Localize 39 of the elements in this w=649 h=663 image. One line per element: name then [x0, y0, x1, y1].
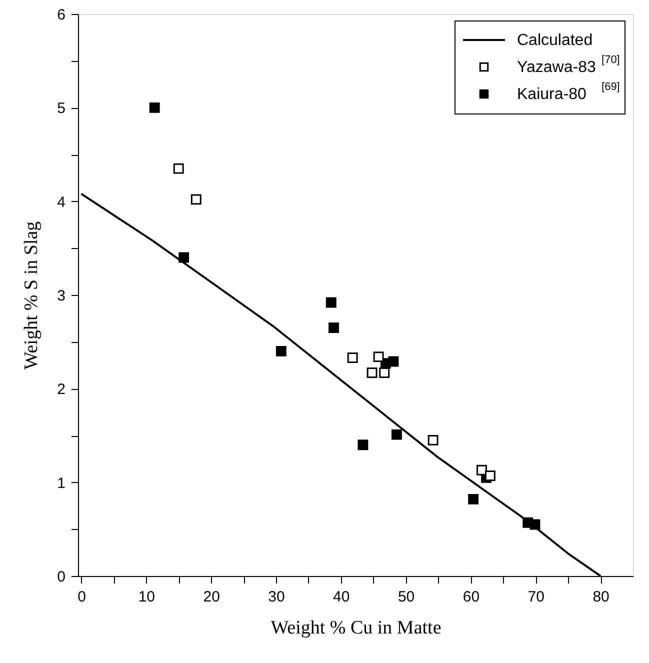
point [276, 346, 286, 356]
point [484, 470, 496, 481]
y-tick-label: 5 [57, 100, 66, 118]
x-tick-label: 30 [268, 588, 285, 606]
y-tick-label: 4 [57, 194, 66, 211]
y-tick-label: 1 [57, 474, 66, 492]
point [468, 494, 479, 504]
y-tick-label: 3 [57, 288, 66, 304]
point [379, 368, 390, 378]
x-tick-label: 0 [78, 588, 86, 606]
x-tick-label: 10 [138, 588, 155, 606]
point [149, 102, 160, 113]
point [373, 352, 384, 362]
y-tick-label: 2 [57, 381, 66, 398]
legend-label: Kaiura-80[69] [517, 81, 620, 103]
point [190, 194, 202, 205]
y-tick-label: 6 [57, 6, 66, 24]
x-tick-label: 70 [528, 588, 544, 606]
x-tick-label: 50 [398, 588, 415, 606]
point [326, 297, 336, 308]
point [347, 352, 358, 363]
point [358, 440, 368, 450]
legend-label: Yazawa-83[70] [517, 54, 620, 76]
y-tick-label: 0 [57, 568, 66, 586]
x-axis-title: Weight % Cu in Matte [270, 618, 442, 638]
point [173, 163, 184, 174]
point [428, 434, 438, 446]
x-tick-label: 20 [203, 588, 220, 606]
legend-label: Calculated [517, 32, 593, 49]
point [328, 322, 339, 334]
x-tick-label: 60 [462, 588, 480, 606]
x-tick-label: 80 [592, 588, 610, 606]
point [178, 252, 190, 263]
x-tick-label: 40 [333, 588, 350, 606]
point [476, 464, 487, 476]
y-axis-title: Weight % S in Slag [21, 220, 42, 370]
point [391, 429, 402, 440]
point [366, 368, 378, 378]
point [388, 356, 399, 367]
